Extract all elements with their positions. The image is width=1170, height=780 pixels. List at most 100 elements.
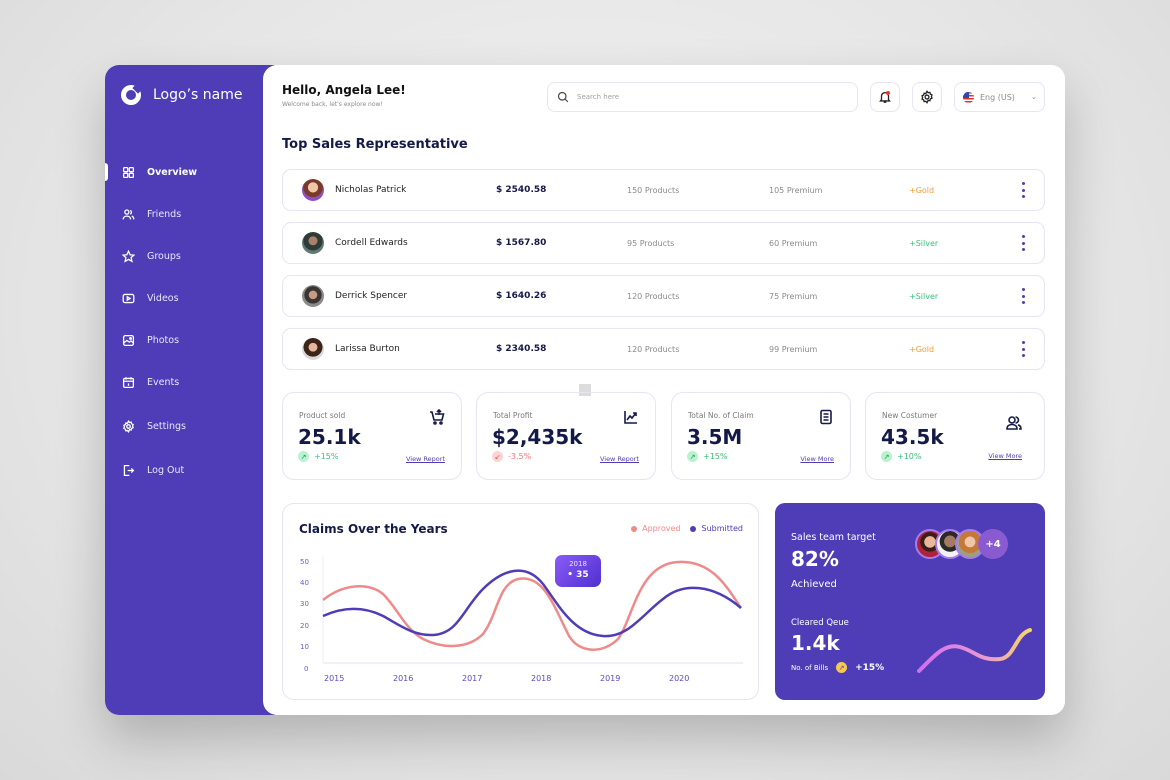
svg-text:2017: 2017	[462, 674, 482, 683]
image-icon	[122, 334, 135, 347]
svg-text:2015: 2015	[324, 674, 344, 683]
gear-icon	[122, 419, 135, 433]
gear-icon	[921, 90, 933, 104]
trend-chart-icon	[623, 409, 639, 425]
sidebar-item-label: Photos	[147, 334, 180, 346]
target-value: 82%	[791, 547, 839, 571]
greeting: Hello, Angela Lee! Welcome back, let's e…	[282, 83, 406, 108]
rep-amount: $ 2540.58	[496, 185, 547, 195]
target-subtext: Achieved	[791, 579, 837, 590]
stat-change: ↗ +15%	[687, 451, 727, 462]
claims-chart-card: 50 40 30 20 10 0 2015 2016 2017 2018 201…	[282, 503, 759, 700]
svg-text:10: 10	[300, 643, 309, 651]
video-icon	[122, 292, 135, 305]
view-report-link[interactable]: View Report	[405, 455, 445, 463]
avatar	[302, 232, 324, 254]
greeting-subtext: Welcome back, let's explore now!	[282, 101, 383, 108]
avatar	[302, 179, 324, 201]
chart-title: Claims Over the Years	[299, 522, 448, 536]
search-input[interactable]: Search here	[547, 82, 858, 112]
view-more-link[interactable]: View More	[988, 452, 1022, 460]
sidebar-item-photos[interactable]: Photos	[105, 325, 275, 355]
stat-change: ↗ +10%	[881, 451, 921, 462]
legend-submitted[interactable]: Submitted	[690, 524, 743, 533]
table-row[interactable]: Nicholas Patrick $ 2540.58 150 Products …	[282, 169, 1045, 211]
stat-card-new-customer: New Costumer 43.5k ↗ +10% View More	[865, 392, 1045, 480]
sidebar-item-settings[interactable]: Settings	[105, 411, 275, 441]
language-select[interactable]: Eng (US) ⌄	[954, 82, 1045, 112]
table-row[interactable]: Larissa Burton $ 2340.58 120 Products 99…	[282, 328, 1045, 370]
star-icon	[122, 249, 135, 263]
bills-change: No. of Bills ↗ +15%	[791, 662, 884, 673]
logo[interactable]: Logo’s name	[121, 85, 242, 105]
cart-icon	[429, 408, 445, 425]
stat-card-product-sold: Product sold 25.1k ↗ +15% View Report	[282, 392, 462, 480]
bills-label: No. of Bills	[791, 663, 829, 672]
view-report-link[interactable]: View Report	[599, 455, 639, 463]
stat-label: Total Profit	[493, 411, 533, 420]
stat-value: $2,435k	[492, 425, 583, 449]
us-flag-icon	[963, 91, 974, 103]
rep-amount: $ 2340.58	[496, 344, 547, 354]
svg-text:2018: 2018	[531, 674, 551, 683]
scrollbar-thumb[interactable]	[579, 384, 591, 396]
stat-card-total-profit: Total Profit $2,435k ↙ -3.5% View Report	[476, 392, 656, 480]
stat-label: Product sold	[299, 411, 346, 420]
avatar	[302, 338, 324, 360]
table-row[interactable]: Derrick Spencer $ 1640.26 120 Products 7…	[282, 275, 1045, 317]
svg-text:40: 40	[300, 579, 309, 587]
more-options-icon[interactable]	[1018, 341, 1028, 357]
settings-button[interactable]	[912, 82, 942, 112]
sidebar-item-label: Videos	[147, 292, 179, 304]
sidebar-item-videos[interactable]: Videos	[105, 283, 275, 313]
more-options-icon[interactable]	[1018, 288, 1028, 304]
rep-premium: 99 Premium	[769, 344, 818, 354]
rep-name: Derrick Spencer	[335, 291, 408, 301]
more-options-icon[interactable]	[1018, 235, 1028, 251]
stat-card-total-claims: Total No. of Claim 3.5M ↗ +15% View More	[671, 392, 851, 480]
arrow-up-icon: ↗	[687, 451, 698, 462]
notification-badge	[886, 91, 890, 95]
sidebar: Logo’s name Overview Friends Groups Vide…	[105, 65, 275, 715]
sidebar-item-label: Friends	[147, 208, 182, 220]
logout-icon	[122, 464, 135, 477]
rep-amount: $ 1567.80	[496, 238, 547, 248]
more-options-icon[interactable]	[1018, 182, 1028, 198]
legend-approved[interactable]: Approved	[631, 524, 680, 533]
search-icon	[557, 91, 569, 103]
rep-name: Nicholas Patrick	[335, 185, 407, 195]
rep-tier: +Gold	[909, 344, 935, 354]
sidebar-item-logout[interactable]: Log Out	[105, 455, 275, 485]
svg-text:0: 0	[304, 665, 308, 673]
stat-label: New Costumer	[882, 411, 938, 420]
rep-products: 95 Products	[627, 238, 675, 248]
logo-icon	[121, 85, 141, 105]
rep-tier: +Silver	[909, 291, 939, 301]
sidebar-item-groups[interactable]: Groups	[105, 241, 275, 271]
sidebar-item-events[interactable]: Events	[105, 367, 275, 397]
chevron-down-icon: ⌄	[1030, 93, 1037, 101]
stat-label: Total No. of Claim	[688, 411, 754, 420]
avatar	[302, 285, 324, 307]
rep-products: 120 Products	[627, 344, 680, 354]
chart-legend: Approved Submitted	[631, 524, 743, 533]
sidebar-item-label: Overview	[147, 166, 198, 178]
rep-amount: $ 1640.26	[496, 291, 547, 301]
svg-text:50: 50	[300, 558, 309, 566]
arrow-up-icon: ↗	[881, 451, 892, 462]
sidebar-item-friends[interactable]: Friends	[105, 199, 275, 229]
app-window: Logo’s name Overview Friends Groups Vide…	[105, 65, 1065, 715]
rep-tier: +Gold	[909, 185, 935, 195]
target-label: Sales team target	[791, 532, 876, 543]
sidebar-item-label: Settings	[147, 420, 186, 432]
sidebar-item-overview[interactable]: Overview	[105, 157, 275, 187]
arrow-up-icon: ↗	[298, 451, 309, 462]
table-row[interactable]: Cordell Edwards $ 1567.80 95 Products 60…	[282, 222, 1045, 264]
users-icon	[122, 208, 135, 221]
queue-label: Cleared Qeue	[791, 618, 849, 628]
main-content: Hello, Angela Lee! Welcome back, let's e…	[263, 65, 1065, 715]
view-more-link[interactable]: View More	[800, 455, 834, 463]
notifications-button[interactable]	[870, 82, 900, 112]
stat-change: ↗ +15%	[298, 451, 338, 462]
svg-text:2019: 2019	[600, 674, 620, 683]
